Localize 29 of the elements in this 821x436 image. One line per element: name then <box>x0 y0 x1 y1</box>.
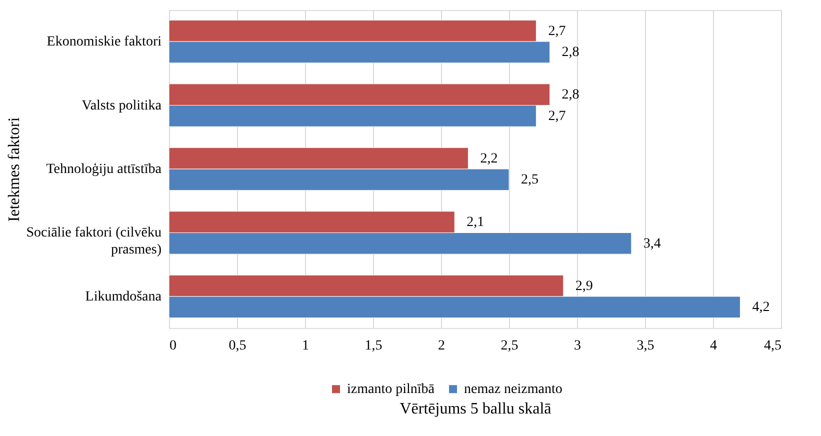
data-label: 2,2 <box>480 151 498 166</box>
x-tick-label: 1 <box>302 338 309 354</box>
legend-label: izmanto pilnībā <box>347 382 436 398</box>
data-label: 2,8 <box>562 45 580 60</box>
y-tick-label: Likumdošana <box>85 289 162 304</box>
x-tick-label: 4,5 <box>764 338 782 354</box>
legend-label: nemaz neizmanto <box>464 382 562 398</box>
x-tick-label: 4 <box>710 338 717 354</box>
x-tick-label: 3,5 <box>636 338 654 354</box>
data-label: 3,4 <box>643 236 661 252</box>
x-tick-label: 0 <box>170 338 176 354</box>
data-label: 2,5 <box>521 172 538 188</box>
x-tick-label: 1,5 <box>364 338 382 354</box>
y-tick-label: Tehnoloģiju attīstība <box>46 162 162 177</box>
data-label: 4,2 <box>752 300 770 316</box>
data-label: 2,1 <box>466 215 484 230</box>
data-label: 2,9 <box>575 278 593 294</box>
y-axis-title: Ietekmes faktori <box>6 116 24 222</box>
x-tick-label: 0,5 <box>228 338 246 354</box>
x-axis-title: Vērtējums 5 ballu skalā <box>400 400 552 418</box>
data-label: 2,8 <box>562 88 580 103</box>
x-tick-label: 2,5 <box>500 338 518 354</box>
x-tick-label: 3 <box>574 338 581 354</box>
data-label: 2,7 <box>548 108 566 124</box>
x-tick-label: 2 <box>438 338 445 354</box>
y-tick-label: Valsts politika <box>82 98 162 114</box>
data-label: 2,7 <box>548 24 566 39</box>
y-tick-label: Ekonomiskie faktori <box>46 34 162 50</box>
y-tick-label: Sociālie faktori (cilvēku prasmes) <box>26 226 162 258</box>
